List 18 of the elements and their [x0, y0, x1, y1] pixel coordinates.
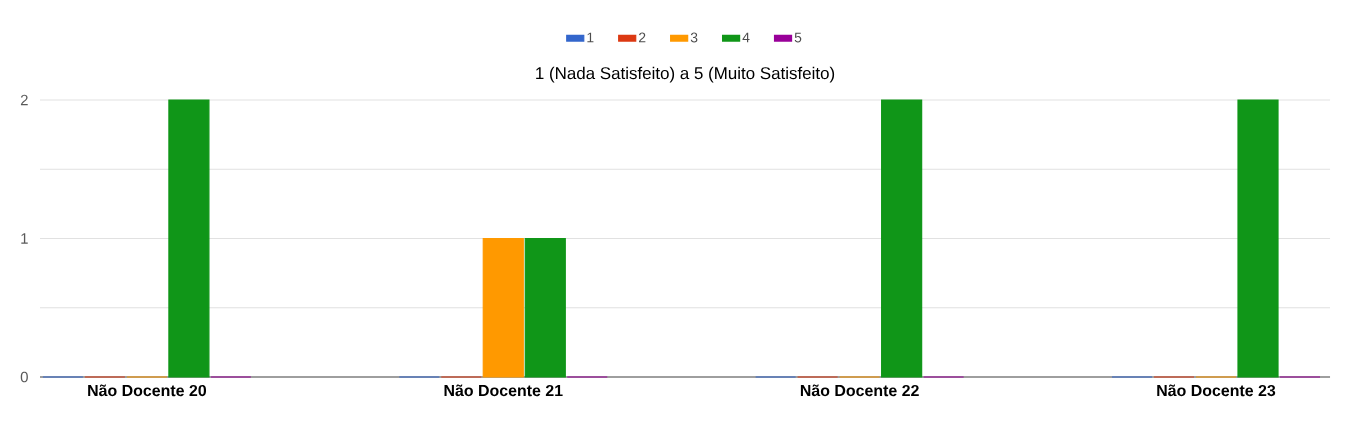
y-tick-label: 1 [21, 233, 28, 244]
legend-label: 5 [794, 32, 802, 43]
bar [524, 237, 566, 378]
legend-label: 1 [587, 32, 594, 43]
chart-title: 1 (Nada Satisfeito) a 5 (Muito Satisfeito) [536, 66, 835, 83]
y-tick-label: 0 [20, 371, 28, 383]
x-tick-label: Não Docente 22 [800, 384, 919, 397]
y-tick-label: 2 [20, 94, 28, 106]
x-tick-label: Não Docente 23 [1157, 384, 1276, 397]
bar [168, 99, 210, 378]
x-tick-label: Não Docente 20 [88, 384, 207, 397]
bar [482, 237, 524, 378]
legend-label: 3 [690, 32, 698, 43]
legend-label: 2 [639, 32, 646, 43]
x-tick-label: Não Docente 21 [444, 384, 563, 397]
bar [881, 99, 923, 378]
bar [1237, 99, 1279, 378]
legend-label: 4 [742, 32, 750, 43]
